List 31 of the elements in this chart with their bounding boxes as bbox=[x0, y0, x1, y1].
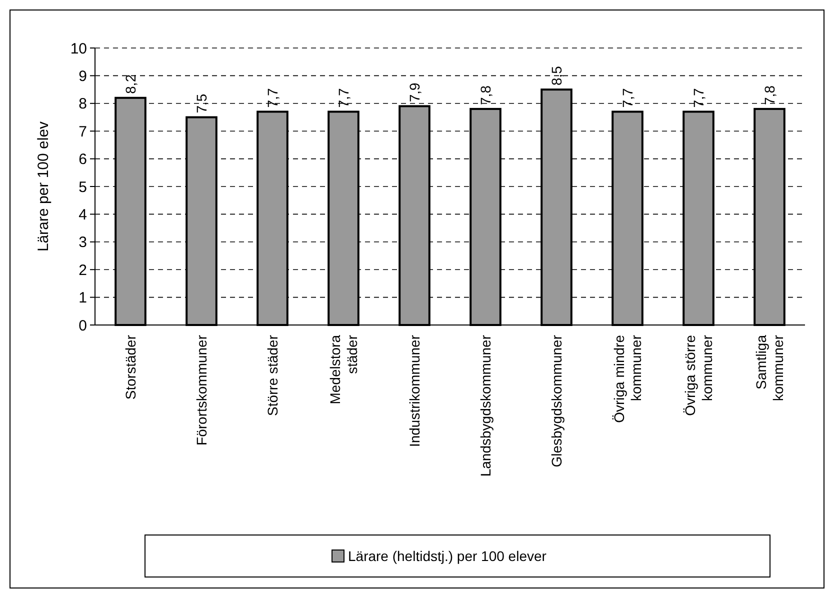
data-label: 8,5 bbox=[548, 66, 564, 86]
data-label: 7,7 bbox=[620, 88, 636, 108]
y-tick-label: 8 bbox=[78, 96, 87, 113]
data-label: 7,7 bbox=[690, 88, 706, 108]
y-tick-label: 7 bbox=[78, 123, 87, 140]
y-tick-label: 2 bbox=[78, 262, 87, 279]
data-label: 7,9 bbox=[406, 82, 422, 102]
data-label: 7,7 bbox=[336, 88, 352, 108]
data-label: 8,2 bbox=[122, 74, 138, 94]
y-tick-label: 0 bbox=[78, 317, 87, 334]
x-tick-label: Industrikommuner bbox=[406, 334, 422, 448]
y-tick-label: 1 bbox=[78, 290, 87, 307]
y-tick-label: 9 bbox=[78, 68, 87, 85]
y-tick-label: 10 bbox=[70, 40, 87, 58]
x-tick-label: Förortskommuner bbox=[194, 334, 210, 446]
y-tick-label: 3 bbox=[78, 234, 87, 252]
data-label: 7,7 bbox=[264, 88, 280, 108]
x-tick-label: Storstäder bbox=[122, 334, 138, 400]
y-tick-label: 5 bbox=[78, 178, 87, 196]
x-tick-label: Medelstora städer bbox=[327, 334, 360, 404]
data-label: 7,8 bbox=[478, 85, 494, 105]
y-tick-label: 6 bbox=[78, 151, 87, 168]
x-tick-label: Större städer bbox=[264, 334, 280, 416]
x-tick-label: Övriga mindre kommuner bbox=[611, 334, 644, 423]
y-tick-label: 4 bbox=[78, 206, 87, 224]
x-tick-label: Glesbygdskommuner bbox=[548, 334, 564, 468]
y-axis-title: Lärare per 100 elev bbox=[35, 120, 52, 252]
data-label: 7,8 bbox=[762, 85, 778, 105]
legend-label: Lärare (heltidstj.) per 100 elever bbox=[348, 548, 547, 564]
data-label: 7,5 bbox=[194, 94, 210, 114]
x-tick-label: Landsbygdskommuner bbox=[478, 334, 494, 477]
